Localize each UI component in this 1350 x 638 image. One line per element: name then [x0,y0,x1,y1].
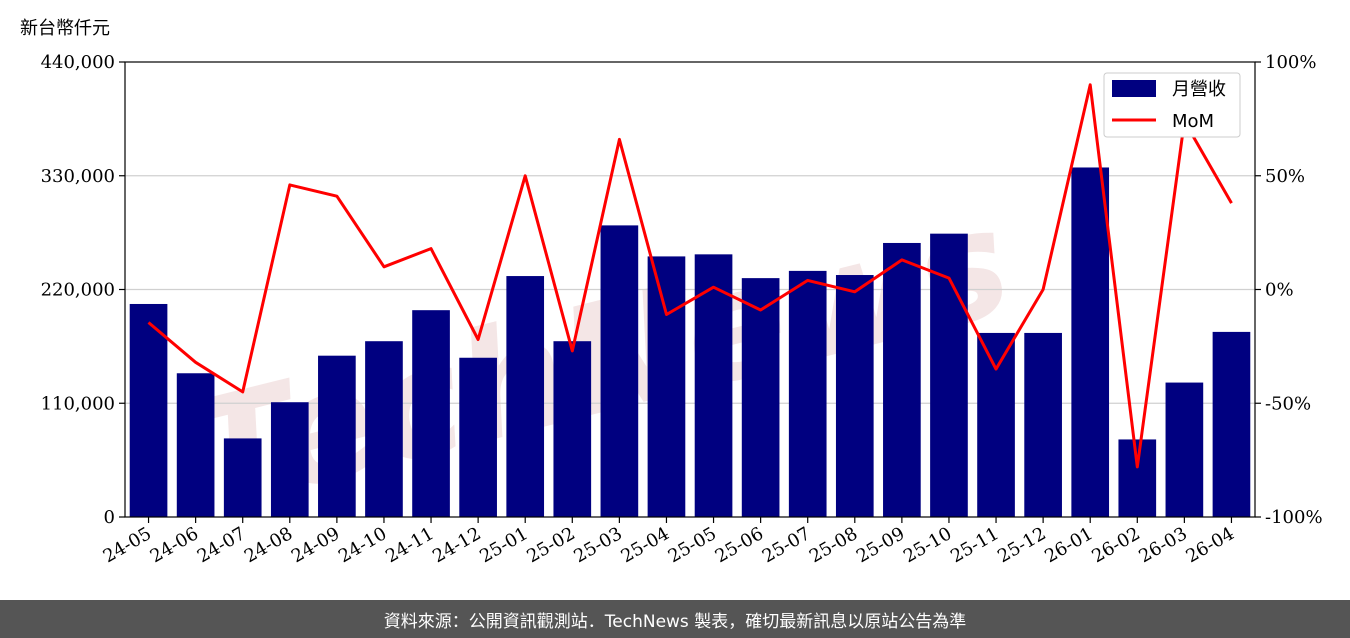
bar [1071,167,1110,517]
y-right-tick-label: -50% [1265,393,1311,414]
bar [977,332,1015,517]
x-tick-label: 26-04 [1183,523,1238,567]
bar [412,310,450,517]
grid [125,175,1255,404]
bar-series [129,167,1251,518]
bar [459,357,497,517]
y-right-tick-label: 0% [1265,280,1294,301]
x-tick-label: 25-02 [523,523,578,567]
y-left-tick-label: 110,000 [41,393,115,414]
x-tick-label: 25-09 [853,523,908,567]
x-tick-label: 26-01 [1041,523,1096,567]
bar [129,303,168,517]
bar [1212,331,1251,517]
mom-line [147,83,1233,469]
y-left-tick-label: 330,000 [41,166,115,187]
x-tick-label: 25-05 [665,523,720,567]
x-tick-label: 24-05 [100,523,155,567]
footer-text: 資料來源：公開資訊觀測站．TechNews 製表，確切最新訊息以原站公告為準 [383,611,967,632]
bar [600,225,639,518]
x-tick-label: 26-02 [1088,523,1143,567]
bar [270,402,309,517]
x-tick-label: 25-01 [476,523,531,567]
y-left-tick-label: 220,000 [41,280,115,301]
x-tick-label: 25-03 [570,523,625,567]
x-tick-label: 24-10 [335,523,390,567]
bar [835,275,874,517]
bar [883,242,921,517]
bar [318,355,356,517]
legend-label-mom: MoM [1172,111,1214,132]
x-tick-label: 25-07 [759,523,814,567]
legend-label-revenue: 月營收 [1172,79,1226,100]
y-right-tick-label: 50% [1265,166,1305,187]
bar [553,341,592,517]
x-tick-label: 24-06 [147,523,202,567]
bar [788,270,827,517]
y-right-tick-label: 100% [1265,52,1316,73]
bar [647,256,686,517]
bar [223,438,262,517]
bar [694,254,733,517]
y-left-tick-label: 0 [104,507,115,528]
footer-source-note: 資料來源：公開資訊觀測站．TechNews 製表，確切最新訊息以原站公告為準 [0,600,1350,638]
bar [741,278,780,517]
y-right-tick-label: -100% [1265,507,1323,528]
x-tick-label: 24-12 [429,523,484,567]
x-tick-label: 25-11 [947,523,1002,567]
bar [506,276,545,517]
chart: TechNews 新台幣仟元 0110,000220,000330,000440… [20,18,1323,567]
legend: 月營收 MoM [1103,72,1241,138]
line-series [147,83,1233,469]
x-tick-label: 25-10 [900,523,955,567]
y-left-tick-label: 440,000 [41,52,115,73]
bar [1118,439,1157,517]
x-tick-label: 25-08 [806,523,861,567]
y-left-unit-label: 新台幣仟元 [20,18,110,39]
x-tick-label: 25-06 [712,523,767,567]
bar [930,233,968,517]
bar [176,373,215,517]
x-tick-label: 24-11 [382,523,437,567]
x-tick-label: 25-12 [994,523,1049,567]
x-tick-label: 25-04 [618,523,673,567]
bar [1165,382,1204,517]
bar [1024,332,1062,517]
x-tick-label: 26-03 [1135,523,1190,567]
x-tick-label: 24-09 [288,523,343,567]
bar [365,341,403,517]
legend-swatch-bar [1112,80,1156,97]
